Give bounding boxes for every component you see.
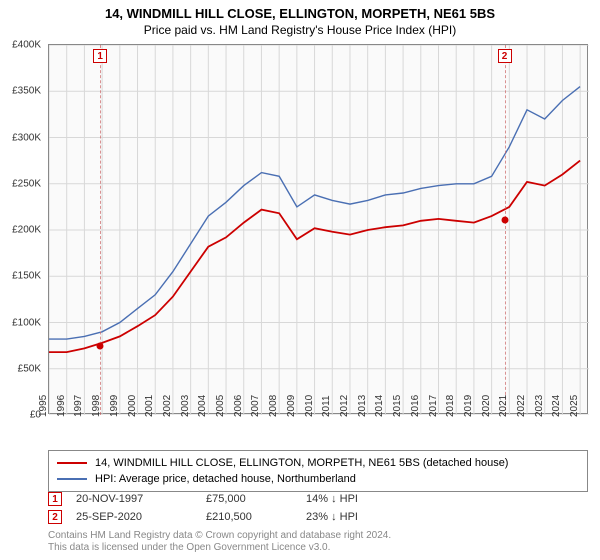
transaction-dot [97, 342, 104, 349]
footer-line2: This data is licensed under the Open Gov… [48, 542, 391, 554]
y-tick-label: £200K [12, 225, 41, 236]
x-tick-label: 2018 [445, 395, 456, 417]
chart-svg [49, 45, 589, 415]
transaction-date-2: 25-SEP-2020 [76, 511, 206, 523]
x-tick-label: 2015 [392, 395, 403, 417]
y-tick-label: £100K [12, 317, 41, 328]
attribution-footer: Contains HM Land Registry data © Crown c… [48, 530, 391, 554]
transaction-marker-box: 2 [498, 49, 512, 63]
footer-line1: Contains HM Land Registry data © Crown c… [48, 530, 391, 542]
x-tick-label: 2007 [250, 395, 261, 417]
x-tick-label: 2013 [357, 395, 368, 417]
x-tick-label: 2022 [516, 395, 527, 417]
x-tick-label: 2005 [215, 395, 226, 417]
figure-container: 14, WINDMILL HILL CLOSE, ELLINGTON, MORP… [0, 0, 600, 560]
transaction-price-2: £210,500 [206, 511, 306, 523]
x-tick-label: 1997 [73, 395, 84, 417]
transaction-delta-1: 14% ↓ HPI [306, 493, 426, 505]
y-tick-label: £250K [12, 178, 41, 189]
x-tick-label: 2017 [427, 395, 438, 417]
legend-label-hpi: HPI: Average price, detached house, Nort… [95, 473, 356, 485]
x-tick-label: 2011 [322, 395, 333, 417]
x-tick-label: 2016 [410, 395, 421, 417]
x-tick-label: 2025 [569, 395, 580, 417]
y-tick-label: £350K [12, 86, 41, 97]
y-tick-label: £150K [12, 271, 41, 282]
transaction-price-1: £75,000 [206, 493, 306, 505]
chart-plot-area: 12 £0£50K£100K£150K£200K£250K£300K£350K£… [48, 44, 588, 414]
transaction-vline [505, 45, 506, 415]
transaction-row-2: 2 25-SEP-2020 £210,500 23% ↓ HPI [48, 508, 426, 526]
x-tick-label: 2010 [303, 395, 314, 417]
x-tick-label: 1999 [109, 395, 120, 417]
chart-subtitle: Price paid vs. HM Land Registry's House … [0, 23, 600, 37]
x-tick-label: 2020 [480, 395, 491, 417]
x-tick-label: 2019 [463, 395, 474, 417]
x-tick-label: 2002 [162, 395, 173, 417]
transaction-date-1: 20-NOV-1997 [76, 493, 206, 505]
y-tick-label: £300K [12, 132, 41, 143]
legend-item-property: 14, WINDMILL HILL CLOSE, ELLINGTON, MORP… [57, 455, 579, 471]
x-tick-label: 2012 [339, 395, 350, 417]
y-tick-label: £50K [18, 363, 41, 374]
x-tick-label: 2003 [180, 395, 191, 417]
x-tick-label: 1996 [56, 395, 67, 417]
x-tick-label: 2023 [534, 395, 545, 417]
x-tick-label: 2009 [286, 395, 297, 417]
x-tick-label: 2004 [197, 395, 208, 417]
transaction-dot [501, 217, 508, 224]
chart-title: 14, WINDMILL HILL CLOSE, ELLINGTON, MORP… [0, 0, 600, 21]
x-tick-label: 2008 [268, 395, 279, 417]
x-tick-label: 2021 [498, 395, 509, 417]
legend-swatch-hpi [57, 478, 87, 480]
x-tick-label: 2024 [551, 395, 562, 417]
legend-swatch-property [57, 462, 87, 464]
transaction-marker-box: 1 [93, 49, 107, 63]
transaction-marker-1: 1 [48, 492, 62, 506]
transaction-delta-2: 23% ↓ HPI [306, 511, 426, 523]
transaction-vline [100, 45, 101, 415]
x-tick-label: 2001 [144, 395, 155, 417]
x-tick-label: 1995 [38, 395, 49, 417]
transaction-marker-2: 2 [48, 510, 62, 524]
legend-item-hpi: HPI: Average price, detached house, Nort… [57, 471, 579, 487]
x-tick-label: 2006 [233, 395, 244, 417]
x-tick-label: 1998 [91, 395, 102, 417]
x-tick-label: 2000 [126, 395, 137, 417]
x-tick-label: 2014 [374, 395, 385, 417]
y-tick-label: £400K [12, 40, 41, 51]
transaction-table: 1 20-NOV-1997 £75,000 14% ↓ HPI 2 25-SEP… [48, 490, 426, 526]
legend: 14, WINDMILL HILL CLOSE, ELLINGTON, MORP… [48, 450, 588, 492]
legend-label-property: 14, WINDMILL HILL CLOSE, ELLINGTON, MORP… [95, 457, 508, 469]
transaction-row-1: 1 20-NOV-1997 £75,000 14% ↓ HPI [48, 490, 426, 508]
